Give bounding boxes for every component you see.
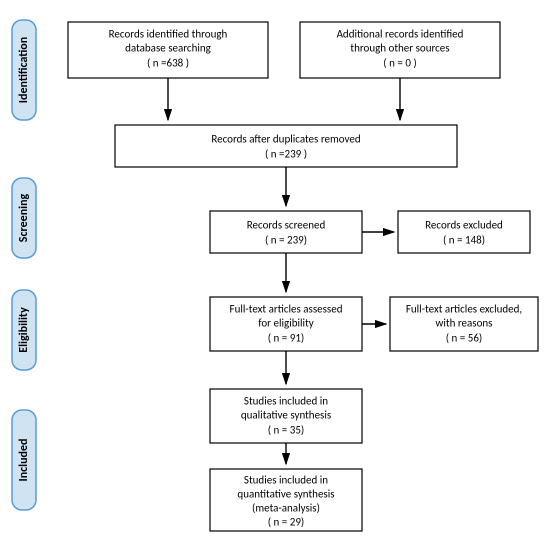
svg-text:Records screened: Records screened <box>247 219 326 232</box>
svg-text:Full-text articles assessed: Full-text articles assessed <box>230 303 343 316</box>
svg-text:quantitative synthesis: quantitative synthesis <box>237 488 334 501</box>
svg-text:for eligibility: for eligibility <box>258 317 314 330</box>
svg-text:( n = 35): ( n = 35) <box>268 424 305 437</box>
svg-text:with reasons: with reasons <box>436 317 493 330</box>
prisma-flowchart: Identification Screening Eligibility Inc… <box>0 0 550 540</box>
stage-identification-label: Identification <box>17 37 31 103</box>
stage-screening: Screening <box>12 178 36 258</box>
svg-text:Additional records identified: Additional records identified <box>337 28 464 41</box>
svg-text:( n =239 ): ( n =239 ) <box>265 148 307 161</box>
svg-text:Records after duplicates remov: Records after duplicates removed <box>211 133 360 146</box>
svg-text:qualitative synthesis: qualitative synthesis <box>241 409 331 422</box>
box-records-excluded: Records excluded ( n = 148) <box>398 211 530 253</box>
svg-text:Records excluded: Records excluded <box>425 219 503 232</box>
svg-text:( n =638 ): ( n =638 ) <box>147 57 189 70</box>
box-fulltext-assessed: Full-text articles assessed for eligibil… <box>210 297 362 351</box>
svg-text:( n = 56): ( n = 56) <box>446 332 483 345</box>
svg-text:Studies included in: Studies included in <box>244 474 328 487</box>
box-after-duplicates: Records after duplicates removed ( n =23… <box>115 125 457 167</box>
svg-text:Studies included in: Studies included in <box>244 395 328 408</box>
box-fulltext-excluded: Full-text articles excluded, with reason… <box>390 297 538 351</box>
svg-text:( n = 0 ): ( n = 0 ) <box>383 57 416 70</box>
svg-text:database searching: database searching <box>125 42 211 55</box>
svg-text:( n = 239): ( n = 239) <box>265 234 307 247</box>
svg-text:through other sources: through other sources <box>350 42 449 55</box>
box-quantitative: Studies included in quantitative synthes… <box>210 469 362 531</box>
stage-included: Included <box>12 410 36 510</box>
svg-text:( n = 91): ( n = 91) <box>268 332 305 345</box>
svg-text:Records identified through: Records identified through <box>109 28 228 41</box>
box-records-screened: Records screened ( n = 239) <box>210 211 362 253</box>
stage-eligibility: Eligibility <box>12 290 36 370</box>
stage-screening-label: Screening <box>17 193 31 242</box>
stage-included-label: Included <box>17 439 31 482</box>
svg-text:Full-text articles excluded,: Full-text articles excluded, <box>406 303 523 316</box>
svg-text:( n = 29): ( n = 29) <box>268 516 305 529</box>
stage-identification: Identification <box>12 20 36 120</box>
box-records-db: Records identified through database sear… <box>68 22 268 78</box>
box-qualitative: Studies included in qualitative synthesi… <box>210 389 362 443</box>
svg-text:(meta-analysis): (meta-analysis) <box>252 502 320 515</box>
stage-eligibility-label: Eligibility <box>17 307 31 353</box>
box-records-other: Additional records identified through ot… <box>300 22 500 78</box>
svg-text:( n = 148): ( n = 148) <box>443 234 485 247</box>
